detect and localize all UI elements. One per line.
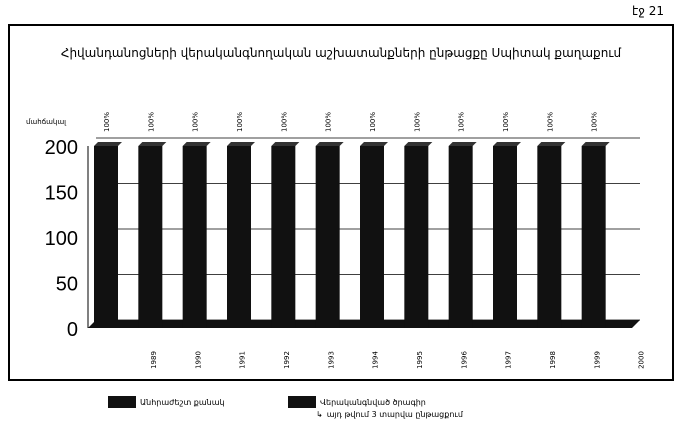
bar <box>493 146 517 328</box>
legend-item-2: Վերականգնված ծրագիր <box>288 396 426 408</box>
bar <box>404 146 429 328</box>
data-label: 100% <box>413 112 421 132</box>
bar <box>360 146 384 328</box>
bar <box>448 146 473 328</box>
bar-top <box>448 142 477 146</box>
bar-top <box>138 142 167 146</box>
x-tick-label: 1997 <box>505 351 513 369</box>
legend-label: Անհրաժեշտ քանակ <box>140 397 225 407</box>
legend-note: ↳ այդ թվում 3 տարվա ընթացքում <box>316 410 463 419</box>
bar <box>138 146 163 328</box>
legend-swatch <box>108 396 136 408</box>
data-label: 100% <box>325 112 333 132</box>
bar-top <box>315 142 344 146</box>
x-tick-label: 1995 <box>416 351 424 369</box>
bar-top <box>404 142 433 146</box>
data-label: 100% <box>591 112 599 132</box>
y-tick-label: 150 <box>45 183 78 205</box>
x-tick-label: 1994 <box>372 351 380 369</box>
x-tick-label: 1991 <box>239 351 247 369</box>
y-tick-label: 0 <box>67 319 78 341</box>
bar-top <box>271 142 300 146</box>
y-tick-label: 200 <box>45 137 78 159</box>
data-label: 100% <box>192 112 200 132</box>
bar-top <box>94 142 122 146</box>
data-label: 100% <box>458 112 466 132</box>
chart-title: Հիվանդանոցների վերականգնողական աշխատանքն… <box>60 46 622 60</box>
x-tick-label: 1989 <box>150 351 158 369</box>
legend-label: Վերականգնված ծրագիր <box>320 397 426 407</box>
data-label: 100% <box>236 112 244 132</box>
x-tick-label: 1998 <box>549 351 557 369</box>
data-label: 100% <box>103 112 111 132</box>
bar <box>581 146 606 328</box>
bar <box>94 146 118 328</box>
x-tick-label: 1992 <box>283 351 291 369</box>
bar-top <box>227 142 255 146</box>
bar-top <box>493 142 521 146</box>
arrow-icon: ↳ <box>316 410 323 419</box>
data-label: 100% <box>502 112 510 132</box>
page-number: էջ 21 <box>632 4 664 18</box>
legend-item-1: Անհրաժեշտ քանակ <box>108 396 225 408</box>
bar <box>537 146 562 328</box>
bar-top <box>537 142 566 146</box>
x-tick-label: 2000 <box>638 351 646 369</box>
data-label: 100% <box>147 112 155 132</box>
data-label: 100% <box>369 112 377 132</box>
y-tick-label: 50 <box>56 274 78 296</box>
bar <box>182 146 207 328</box>
legend-swatch <box>288 396 316 408</box>
x-tick-label: 1990 <box>194 351 202 369</box>
y-tick-label: 100 <box>45 228 78 250</box>
chart-frame <box>8 24 674 381</box>
bar-top <box>360 142 388 146</box>
bar <box>315 146 340 328</box>
bar <box>227 146 251 328</box>
y-axis-label: մահճակալ <box>26 118 67 126</box>
bar-top <box>182 142 211 146</box>
bar <box>271 146 296 328</box>
x-tick-label: 1996 <box>460 351 468 369</box>
data-label: 100% <box>546 112 554 132</box>
x-tick-label: 1993 <box>327 351 335 369</box>
legend-note-text: այդ թվում 3 տարվա ընթացքում <box>326 410 463 419</box>
data-label: 100% <box>280 112 288 132</box>
x-tick-label: 1999 <box>593 351 601 369</box>
bar-top <box>581 142 610 146</box>
